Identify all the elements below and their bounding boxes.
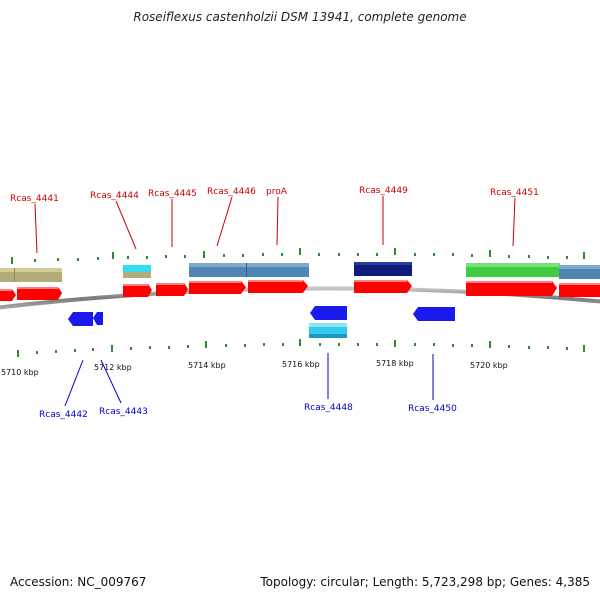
cds-arrow-reverse [93,312,103,325]
cds-arrow-forward [123,284,152,297]
cds-arrow-reverse [68,312,93,326]
cds-arrow-forward [0,289,16,301]
tick-label-5716: 5716 kbp [282,360,320,369]
gene-label-proa: proA [266,187,288,197]
tick-label-5718: 5718 kbp [376,359,414,368]
cds-arrow-reverse [413,307,455,321]
tick-label-5710: 5710 kbp [1,368,39,377]
gene-label-rcas-4449: Rcas_4449 [359,186,408,196]
cds-arrow-reverse [310,306,347,320]
cds-arrow-forward [248,280,308,293]
cds-reverse-track [68,306,455,326]
cds-arrow-forward [466,281,557,296]
map-title: Roseiflexus castenholzii DSM 13941, comp… [133,10,467,24]
tick-label-5720: 5720 kbp [470,361,508,370]
cds-arrow-forward [559,283,600,297]
gene-label-rcas-4443: Rcas_4443 [99,407,148,417]
gene-label-rcas-4446: Rcas_4446 [207,187,256,197]
accession-text: Accession: NC_009767 [10,575,147,589]
gene-label-rcas-4451: Rcas_4451 [490,188,539,198]
gene-label-rcas-4442: Rcas_4442 [39,410,88,420]
tick-label-5712: 5712 kbp [94,363,132,372]
tick-label-5714: 5714 kbp [188,361,226,370]
gene-label-rcas-4445: Rcas_4445 [148,189,197,199]
gene-label-rcas-4444: Rcas_4444 [90,191,139,201]
genome-summary-text: Topology: circular; Length: 5,723,298 bp… [260,575,590,589]
cds-forward-highlights [0,280,600,291]
feature-bar-navy [354,262,412,276]
gene-label-rcas-4450: Rcas_4450 [408,404,457,414]
cds-arrow-forward [189,281,246,294]
feature-bar-cyan [123,265,151,272]
gene-label-rcas-4448: Rcas_4448 [304,403,353,413]
cds-arrow-forward [354,280,412,293]
feature-bar-tan-small [123,272,151,278]
label-leaders-bottom [64,353,434,407]
tick-marks-top [11,248,585,264]
cds-arrow-forward [17,287,62,300]
label-leaders-top [34,196,516,254]
feature-track-outer [0,262,600,282]
cds-forward-track [0,280,600,301]
tick-marks-bottom [17,339,585,357]
gene-label-rcas-4441: Rcas_4441 [10,194,59,204]
cds-arrow-forward [156,283,188,296]
